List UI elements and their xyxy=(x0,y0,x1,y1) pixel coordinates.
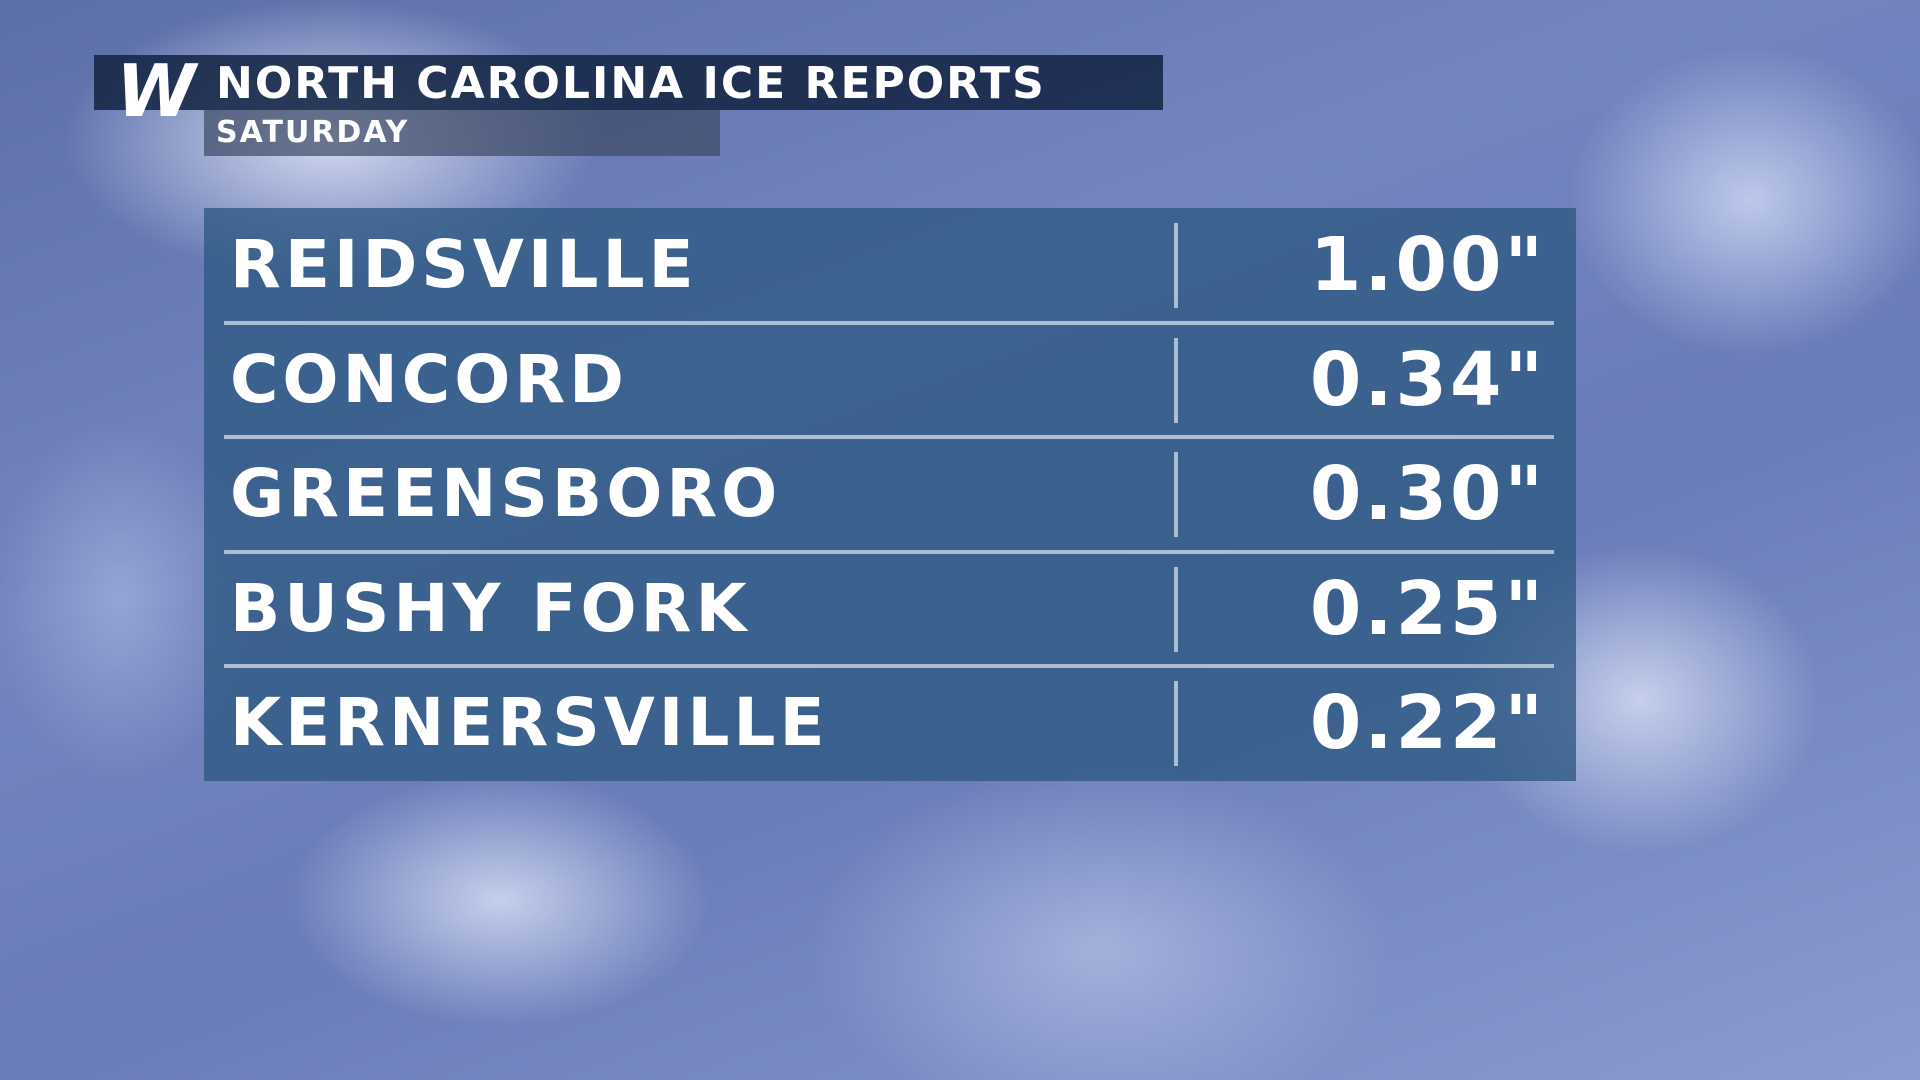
location: CONCORD xyxy=(230,340,628,418)
table-row: BUSHY FORK 0.25" xyxy=(204,552,1576,669)
column-divider xyxy=(1174,337,1178,423)
table-row: KERNERSVILLE 0.22" xyxy=(204,666,1576,781)
ice-amount: 0.22" xyxy=(1309,680,1546,767)
column-divider xyxy=(1174,223,1178,308)
location: KERNERSVILLE xyxy=(230,684,829,762)
row-divider xyxy=(224,549,1554,554)
location: GREENSBORO xyxy=(230,455,782,533)
ice-amount: 0.34" xyxy=(1309,336,1546,423)
table-row: GREENSBORO 0.30" xyxy=(204,437,1576,554)
column-divider xyxy=(1174,681,1178,767)
location: BUSHY FORK xyxy=(230,569,751,647)
table-row: REIDSVILLE 1.00" xyxy=(204,208,1576,325)
row-divider xyxy=(224,320,1554,325)
ice-amount: 1.00" xyxy=(1309,222,1546,308)
title: NORTH CAROLINA ICE REPORTS xyxy=(216,58,1046,109)
column-divider xyxy=(1174,566,1178,652)
ice-amount: 0.30" xyxy=(1309,451,1546,538)
title-bar xyxy=(94,55,1163,110)
row-divider xyxy=(224,435,1554,440)
subtitle-bar xyxy=(204,110,720,156)
ice-amount: 0.25" xyxy=(1309,565,1546,652)
logo: W xyxy=(116,49,195,133)
row-divider xyxy=(224,664,1554,669)
location: REIDSVILLE xyxy=(230,226,698,303)
subtitle: SATURDAY xyxy=(216,115,410,150)
report-table: REIDSVILLE 1.00" CONCORD 0.34" GREENSBORO 0.3… xyxy=(204,208,1576,781)
column-divider xyxy=(1174,452,1178,538)
table-row: CONCORD 0.34" xyxy=(204,323,1576,440)
